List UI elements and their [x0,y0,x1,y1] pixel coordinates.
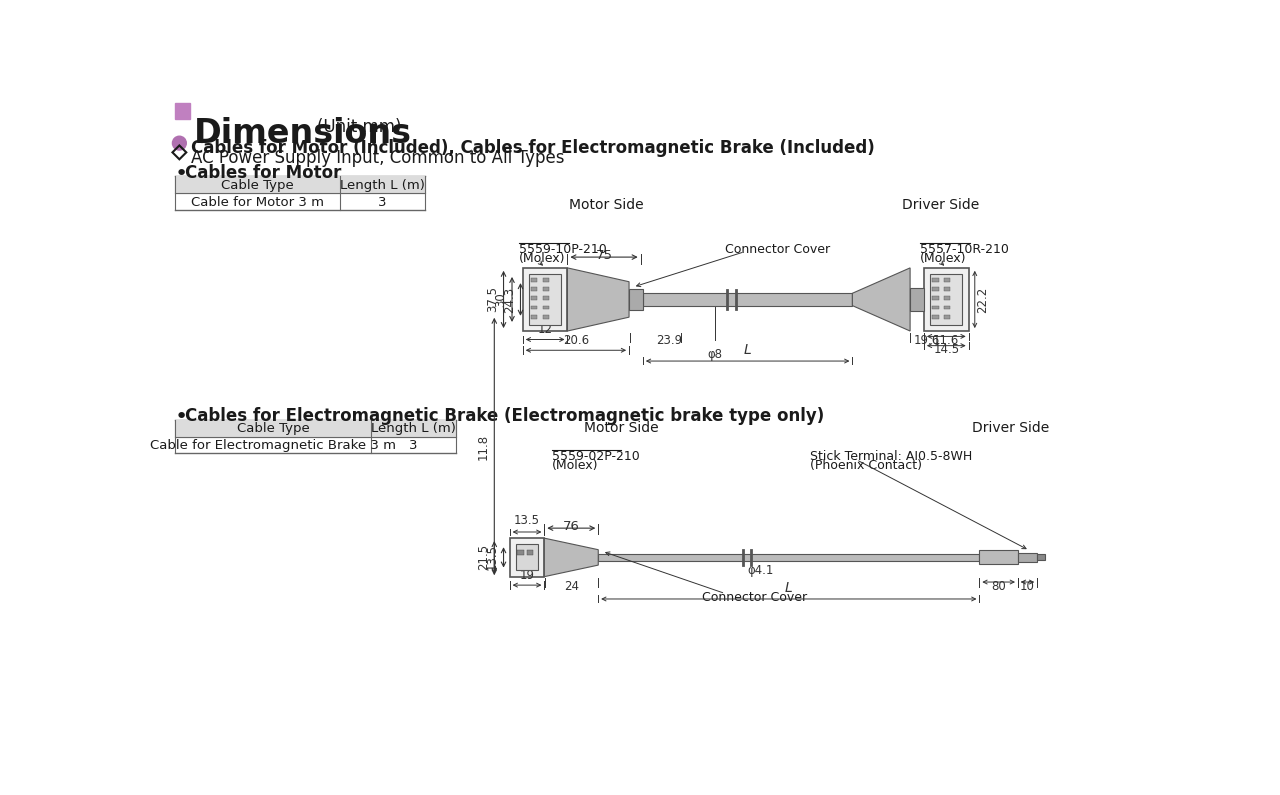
Text: 76: 76 [563,520,580,533]
Text: 22.2: 22.2 [977,286,989,312]
Text: 19: 19 [520,569,535,582]
Bar [932,287,938,291]
Bar [943,305,950,309]
Bar [943,278,950,281]
Bar [175,176,425,193]
Text: Length L (m): Length L (m) [340,179,425,192]
Text: 11.6: 11.6 [933,334,960,347]
Bar [531,287,538,291]
Text: (Molex): (Molex) [920,253,966,266]
Polygon shape [544,538,598,576]
Bar [175,103,191,118]
Text: (Molex): (Molex) [552,459,599,472]
Text: Driver Side: Driver Side [902,198,979,211]
Text: 11.8: 11.8 [476,433,490,460]
Text: 10: 10 [1020,580,1034,593]
Bar [522,268,567,331]
Bar [543,315,549,319]
Polygon shape [567,268,628,331]
Bar [932,297,938,301]
Bar [910,288,924,311]
Bar [643,293,852,305]
Bar [517,550,524,555]
Bar [628,289,643,310]
Text: Stick Terminal: AI0.5-8WH: Stick Terminal: AI0.5-8WH [810,450,973,463]
Text: Length L (m): Length L (m) [371,422,456,436]
Bar [943,315,950,319]
Bar [543,287,549,291]
Text: 5559-10P-210: 5559-10P-210 [518,243,607,256]
Text: 5557-10R-210: 5557-10R-210 [920,243,1009,256]
Bar [531,278,538,281]
Bar [979,550,1018,564]
Text: (Phoenix Contact): (Phoenix Contact) [810,459,922,472]
Text: 13.5: 13.5 [515,514,540,527]
Text: Cables for Electromagnetic Brake (Electromagnetic brake type only): Cables for Electromagnetic Brake (Electr… [184,407,824,425]
Text: 23.9: 23.9 [657,334,682,347]
Text: Cables for Motor: Cables for Motor [184,164,342,182]
Text: Driver Side: Driver Side [972,421,1048,435]
Bar [598,553,979,561]
Text: (Molex): (Molex) [518,253,566,266]
Text: 24: 24 [563,580,579,593]
Bar [543,278,549,281]
Text: φ8: φ8 [708,348,723,361]
Text: 21.5: 21.5 [476,545,490,571]
Text: Cable Type: Cable Type [237,422,310,436]
Bar [924,268,969,331]
Bar [931,274,963,325]
Bar [526,550,532,555]
Bar [932,278,938,281]
Text: Dimensions: Dimensions [195,117,412,150]
Bar [932,305,938,309]
Text: Cables for Motor (Included), Cables for Electromagnetic Brake (Included): Cables for Motor (Included), Cables for … [191,139,874,157]
Bar [509,538,544,576]
Text: AC Power Supply Input, Common to All Types: AC Power Supply Input, Common to All Typ… [191,149,564,166]
Text: 13.5: 13.5 [486,545,499,570]
Text: 14.5: 14.5 [933,343,959,356]
Text: 3: 3 [410,440,417,452]
Text: 75: 75 [595,249,613,262]
Text: Cable for Electromagnetic Brake 3 m: Cable for Electromagnetic Brake 3 m [150,440,396,452]
Text: 3: 3 [379,196,387,209]
Text: Connector Cover: Connector Cover [703,591,808,603]
Polygon shape [852,268,910,331]
Text: •: • [175,164,188,184]
Bar [1018,553,1037,562]
Text: Cable Type: Cable Type [221,179,294,192]
Text: •: • [175,407,188,427]
Text: φ4.1: φ4.1 [748,564,773,577]
Text: 12: 12 [538,324,553,336]
Text: 30: 30 [494,292,507,307]
Bar [543,297,549,301]
Text: 80: 80 [991,580,1006,593]
Bar [175,420,456,436]
Bar [932,315,938,319]
Bar [531,305,538,309]
Text: L: L [785,581,792,595]
Text: (Unit mm): (Unit mm) [317,118,402,137]
Text: 20.6: 20.6 [563,334,589,347]
Text: 5559-02P-210: 5559-02P-210 [552,450,640,463]
Bar [1037,554,1044,560]
Bar [943,297,950,301]
Bar [531,315,538,319]
Text: 24.3: 24.3 [503,286,516,312]
Bar [516,545,538,571]
Text: L: L [744,343,751,357]
Bar [943,287,950,291]
Text: 37.5: 37.5 [486,286,499,312]
Bar [543,305,549,309]
Text: Motor Side: Motor Side [568,198,644,211]
Text: 19.6: 19.6 [914,334,941,347]
Circle shape [173,136,187,150]
Bar [529,274,562,325]
Bar [531,297,538,301]
Text: Cable for Motor 3 m: Cable for Motor 3 m [191,196,324,209]
Text: Connector Cover: Connector Cover [726,243,831,256]
Text: Motor Side: Motor Side [584,421,659,435]
